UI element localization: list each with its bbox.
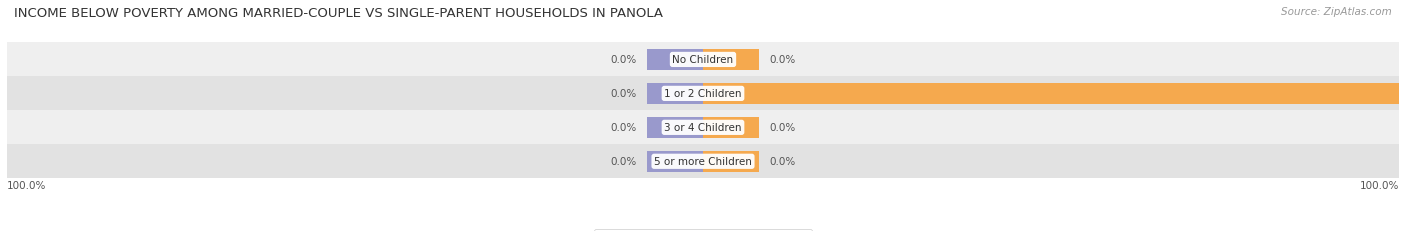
Text: 100.0%: 100.0% bbox=[1360, 180, 1399, 191]
Text: 0.0%: 0.0% bbox=[769, 55, 796, 65]
Bar bbox=[703, 83, 1399, 104]
Legend: Married Couples, Single Parents: Married Couples, Single Parents bbox=[595, 229, 811, 231]
Text: 100.0%: 100.0% bbox=[7, 180, 46, 191]
Bar bbox=[703, 50, 759, 71]
Text: 1 or 2 Children: 1 or 2 Children bbox=[664, 89, 742, 99]
Text: 0.0%: 0.0% bbox=[769, 157, 796, 167]
Text: 3 or 4 Children: 3 or 4 Children bbox=[664, 123, 742, 133]
Bar bbox=[647, 83, 703, 104]
Text: 0.0%: 0.0% bbox=[610, 55, 637, 65]
Bar bbox=[7, 111, 1399, 145]
Text: 0.0%: 0.0% bbox=[610, 157, 637, 167]
Bar bbox=[647, 117, 703, 138]
Bar bbox=[7, 77, 1399, 111]
Bar bbox=[7, 43, 1399, 77]
Bar bbox=[647, 50, 703, 71]
Text: Source: ZipAtlas.com: Source: ZipAtlas.com bbox=[1281, 7, 1392, 17]
Bar bbox=[7, 145, 1399, 179]
Text: INCOME BELOW POVERTY AMONG MARRIED-COUPLE VS SINGLE-PARENT HOUSEHOLDS IN PANOLA: INCOME BELOW POVERTY AMONG MARRIED-COUPL… bbox=[14, 7, 664, 20]
Text: 0.0%: 0.0% bbox=[610, 123, 637, 133]
Text: 5 or more Children: 5 or more Children bbox=[654, 157, 752, 167]
Bar bbox=[703, 151, 759, 172]
Bar bbox=[647, 151, 703, 172]
Text: 0.0%: 0.0% bbox=[610, 89, 637, 99]
Bar bbox=[703, 117, 759, 138]
Text: No Children: No Children bbox=[672, 55, 734, 65]
Text: 0.0%: 0.0% bbox=[769, 123, 796, 133]
